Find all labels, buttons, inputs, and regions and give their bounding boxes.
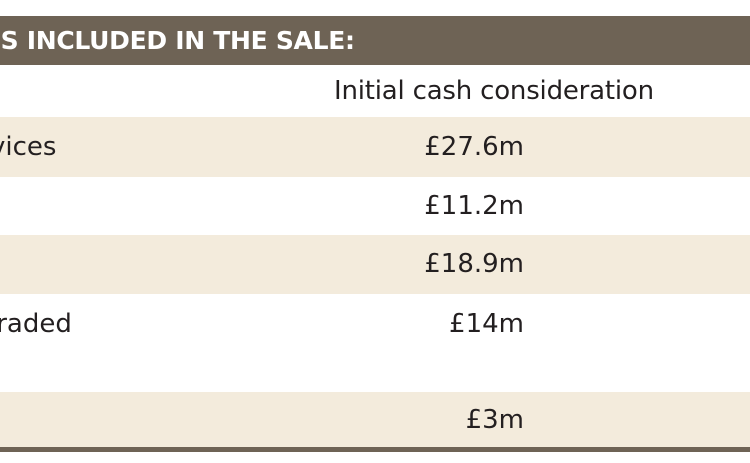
- column-header-initial-cash: Initial cash consideration: [334, 76, 654, 106]
- row-value: £27.6m: [424, 132, 524, 162]
- table-header-row: Initial cash consideration: [0, 65, 750, 117]
- table-row: vices £27.6m: [0, 117, 750, 177]
- table-row: traded £14m: [0, 294, 750, 392]
- table-row: £18.9m: [0, 235, 750, 294]
- row-value: £18.9m: [424, 249, 524, 279]
- row-name: vices: [0, 132, 57, 162]
- table-title: NS INCLUDED IN THE SALE:: [0, 26, 355, 55]
- bottom-rule: [0, 447, 750, 452]
- table-title-bar: NS INCLUDED IN THE SALE:: [0, 16, 750, 65]
- table-row: £11.2m: [0, 177, 750, 235]
- row-value: £14m: [449, 309, 524, 339]
- row-value: £3m: [465, 405, 524, 435]
- row-name: traded: [0, 309, 72, 339]
- row-value: £11.2m: [424, 191, 524, 221]
- table-row: s £3m: [0, 392, 750, 448]
